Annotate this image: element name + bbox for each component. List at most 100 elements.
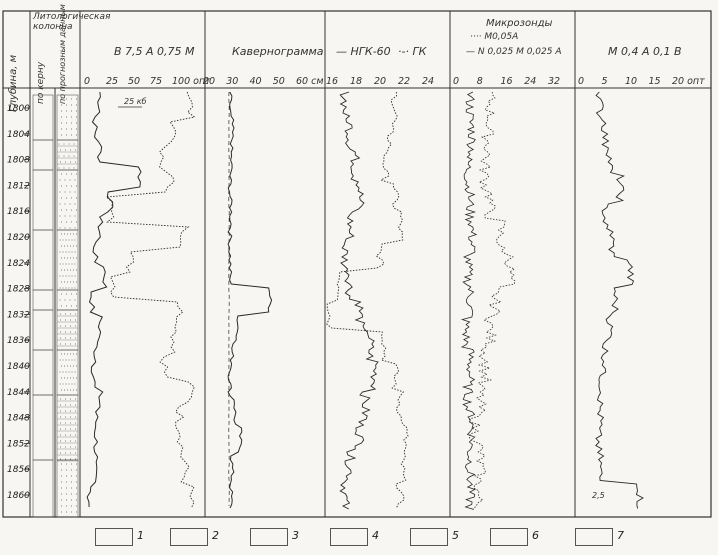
- lith-texture-dot: [64, 299, 66, 301]
- depth-label: 1820: [7, 233, 30, 243]
- lith-header: Литологическая колонна: [33, 12, 111, 32]
- track3-title-gk-text: ГК: [412, 45, 427, 58]
- lith-core-block: [32, 169, 54, 231]
- depth-label: 1836: [7, 336, 30, 346]
- lith-texture-dot: [71, 293, 72, 295]
- lith-texture-dot: [71, 209, 72, 211]
- lith-texture-dot: [71, 383, 73, 385]
- lith-texture-dot: [66, 104, 67, 106]
- lith-texture-dot: [65, 337, 66, 339]
- track4-title: Микрозонды: [486, 18, 553, 29]
- lith-texture-dot: [71, 116, 72, 118]
- legend-label-5: 5: [452, 529, 459, 542]
- lith-texture-dot: [61, 493, 62, 495]
- lith-texture-dot: [70, 446, 71, 448]
- lith-texture-dot: [61, 389, 62, 391]
- lith-texture-dot: [58, 155, 60, 157]
- lith-texture-dot: [68, 263, 70, 265]
- lith-texture-dot: [70, 440, 71, 442]
- lith-texture-dot: [64, 353, 65, 355]
- lith-texture-dot: [74, 191, 76, 193]
- lith-texture-dot: [62, 263, 64, 265]
- lith-texture-dot: [59, 359, 61, 361]
- lith-texture-dot: [59, 191, 61, 193]
- lith-texture-dot: [66, 505, 67, 507]
- lith-texture-dot: [69, 227, 71, 229]
- lith-texture-dot: [60, 337, 61, 339]
- lith-texture-dot: [71, 104, 72, 106]
- lith-texture-dot: [75, 149, 76, 151]
- lith-texture-dot: [70, 337, 71, 339]
- lith-texture-dot: [73, 155, 75, 157]
- lith-texture-dot: [63, 155, 65, 157]
- lith-texture-dot: [60, 313, 61, 315]
- lith-texture-dot: [65, 325, 66, 327]
- lith-texture-dot: [59, 275, 61, 277]
- lith-texture-dot: [60, 410, 61, 412]
- lith-texture-dot: [74, 263, 76, 265]
- legend-swatch-1: [95, 528, 133, 546]
- lith-texture-dot: [61, 487, 62, 489]
- lith-texture-dot: [66, 128, 67, 130]
- lith-texture-dot: [65, 359, 67, 361]
- track5-title: М 0,4 А 0,1 В: [608, 45, 682, 58]
- lith-texture-dot: [71, 239, 73, 241]
- track5-tick-label: 10: [625, 76, 637, 87]
- lith-texture-dot: [76, 197, 77, 199]
- lith-texture-dot: [75, 337, 76, 339]
- lith-texture-dot: [66, 209, 67, 211]
- lith-texture-dot: [74, 179, 76, 181]
- lith-texture-dot: [61, 481, 62, 483]
- track2-tick-label: 20: [203, 76, 215, 87]
- track1-curve-dotted: [105, 91, 196, 508]
- lith-texture-dot: [73, 365, 74, 367]
- lith-texture-dot: [74, 299, 76, 301]
- lith-texture-dot: [61, 365, 62, 367]
- lith-texture-dot: [76, 104, 77, 106]
- lith-texture-dot: [64, 365, 65, 367]
- legend-label-4: 4: [372, 529, 379, 542]
- lith-texture-dot: [75, 458, 76, 460]
- lith-texture-dot: [76, 469, 77, 471]
- lith-texture-dot: [65, 428, 66, 430]
- track4-sub1-text: М0,05А: [484, 32, 519, 42]
- track5-tick-label: 5: [602, 76, 608, 87]
- lith-texture-dot: [70, 365, 71, 367]
- lith-texture-dot: [75, 440, 76, 442]
- lith-texture-dot: [60, 331, 61, 333]
- lithology-column: [32, 94, 79, 518]
- lith-texture-dot: [65, 263, 67, 265]
- lith-texture-dot: [76, 110, 77, 112]
- lith-texture-dot: [64, 377, 65, 379]
- track4-tick-label: 24: [524, 76, 536, 87]
- lith-texture-dot: [70, 313, 71, 315]
- track3-gk-curve: [326, 91, 409, 509]
- lith-texture-dot: [65, 251, 67, 253]
- lith-texture-dot: [61, 209, 62, 211]
- lith-texture-dot: [61, 475, 62, 477]
- track3-ngk-curve: [339, 91, 379, 510]
- lith-texture-dot: [61, 505, 62, 507]
- track4-tick-label: 32: [548, 76, 560, 87]
- lith-core-block: [32, 139, 54, 171]
- lith-texture-dot: [71, 251, 73, 253]
- lith-texture-dot: [65, 458, 66, 460]
- lith-texture-dot: [76, 185, 77, 187]
- depth-label: 1808: [7, 156, 30, 166]
- lith-texture-dot: [65, 440, 66, 442]
- lith-texture-dot: [76, 173, 77, 175]
- lith-texture-dot: [73, 167, 75, 169]
- lith-texture-dot: [76, 245, 77, 247]
- lith-texture-dot: [73, 389, 74, 391]
- lith-texture-dot: [76, 487, 77, 489]
- track2-caliper: [227, 91, 273, 509]
- lith-texture-dot: [64, 179, 66, 181]
- lith-texture-dot: [73, 245, 74, 247]
- lith-texture-dot: [70, 410, 71, 412]
- lith-texture-dot: [76, 134, 77, 136]
- lith-texture-dot: [65, 422, 66, 424]
- lith-texture-dot: [75, 313, 76, 315]
- lith-texture-dot: [65, 398, 66, 400]
- lith-texture-dot: [75, 434, 76, 436]
- track2-tick-label: 50: [273, 76, 285, 87]
